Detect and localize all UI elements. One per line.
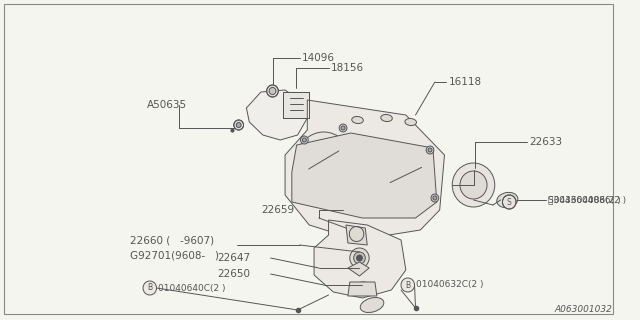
Ellipse shape xyxy=(381,115,392,122)
Polygon shape xyxy=(283,92,309,118)
Circle shape xyxy=(379,147,433,203)
Polygon shape xyxy=(348,262,369,276)
Text: 14096: 14096 xyxy=(301,53,335,63)
Text: 22633: 22633 xyxy=(529,137,563,147)
Text: 18156: 18156 xyxy=(330,63,364,73)
Circle shape xyxy=(387,155,425,195)
Text: A50635: A50635 xyxy=(147,100,187,110)
Text: G92701(9608-   ): G92701(9608- ) xyxy=(131,250,220,260)
Text: 01040632C(2 ): 01040632C(2 ) xyxy=(415,281,483,290)
Circle shape xyxy=(502,195,516,209)
Circle shape xyxy=(460,171,487,199)
Circle shape xyxy=(234,120,243,130)
Circle shape xyxy=(401,278,415,292)
Circle shape xyxy=(350,248,369,268)
Circle shape xyxy=(452,163,495,207)
Circle shape xyxy=(303,138,307,142)
Ellipse shape xyxy=(360,298,384,313)
Text: 22650: 22650 xyxy=(218,269,250,279)
Circle shape xyxy=(267,85,278,97)
Circle shape xyxy=(428,148,432,152)
Circle shape xyxy=(269,87,276,94)
Ellipse shape xyxy=(352,116,364,124)
Text: B: B xyxy=(405,281,410,290)
Text: 16118: 16118 xyxy=(449,77,481,87)
Text: A063001032: A063001032 xyxy=(555,305,612,314)
Ellipse shape xyxy=(405,118,417,125)
Circle shape xyxy=(236,123,241,127)
Polygon shape xyxy=(246,90,307,140)
Polygon shape xyxy=(314,220,406,298)
Circle shape xyxy=(305,140,343,180)
Circle shape xyxy=(354,252,365,264)
Text: 22647: 22647 xyxy=(218,253,250,263)
Circle shape xyxy=(301,136,308,144)
Text: S: S xyxy=(507,197,511,206)
Text: B: B xyxy=(147,284,152,292)
Text: Ⓞ3043604086(2 ): Ⓞ3043604086(2 ) xyxy=(548,196,626,204)
Circle shape xyxy=(426,146,434,154)
Text: 01040640C(2 ): 01040640C(2 ) xyxy=(157,284,225,292)
Text: 22659: 22659 xyxy=(261,205,294,215)
Circle shape xyxy=(339,124,347,132)
Polygon shape xyxy=(292,133,436,218)
Text: 22660 (   -9607): 22660 ( -9607) xyxy=(131,235,214,245)
Circle shape xyxy=(433,196,436,200)
Circle shape xyxy=(356,255,362,261)
Polygon shape xyxy=(285,100,445,240)
Ellipse shape xyxy=(497,192,518,208)
Circle shape xyxy=(431,194,438,202)
Circle shape xyxy=(297,132,351,188)
Circle shape xyxy=(143,281,157,295)
Polygon shape xyxy=(348,282,377,296)
Circle shape xyxy=(341,126,345,130)
Ellipse shape xyxy=(353,282,372,294)
Text: S043604086(2 ): S043604086(2 ) xyxy=(548,196,621,204)
Polygon shape xyxy=(346,225,367,245)
